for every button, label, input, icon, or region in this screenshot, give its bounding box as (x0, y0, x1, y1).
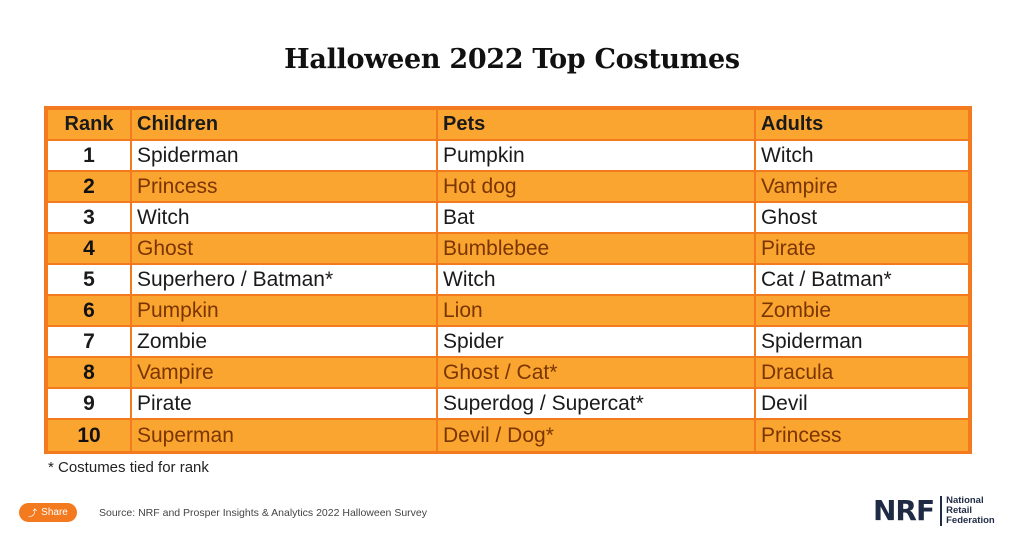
nrf-logo: NRF National Retail Federation (873, 496, 995, 526)
children-cell: Superman (132, 420, 438, 451)
page-title: Halloween 2022 Top Costumes (284, 44, 740, 75)
children-cell: Zombie (132, 327, 438, 358)
table-row: 7 Zombie Spider Spiderman (48, 327, 968, 358)
share-label: Share (41, 507, 68, 518)
pets-cell: Ghost / Cat* (438, 358, 756, 389)
pets-cell: Bumblebee (438, 234, 756, 265)
costume-table: Rank Children Pets Adults 1 Spiderman Pump… (44, 106, 972, 454)
pets-cell: Spider (438, 327, 756, 358)
children-cell: Witch (132, 203, 438, 234)
header-pets: Pets (438, 110, 756, 141)
adults-cell: Ghost (756, 203, 968, 234)
rank-cell: 5 (48, 265, 132, 296)
children-cell: Princess (132, 172, 438, 203)
table-row: 6 Pumpkin Lion Zombie (48, 296, 968, 327)
logo-line-3: Federation (946, 515, 995, 526)
pets-cell: Devil / Dog* (438, 420, 756, 451)
logo-line-1: National (946, 495, 984, 506)
table-row: 3 Witch Bat Ghost (48, 203, 968, 234)
share-icon: ⤴ (28, 508, 38, 518)
pets-cell: Bat (438, 203, 756, 234)
rank-cell: 10 (48, 420, 132, 451)
adults-cell: Cat / Batman* (756, 265, 968, 296)
adults-cell: Dracula (756, 358, 968, 389)
table-row: 1 Spiderman Pumpkin Witch (48, 141, 968, 172)
share-button[interactable]: ⤴ Share (19, 503, 77, 522)
children-cell: Pirate (132, 389, 438, 420)
table-row: 2 Princess Hot dog Vampire (48, 172, 968, 203)
rank-cell: 6 (48, 296, 132, 327)
children-cell: Spiderman (132, 141, 438, 172)
table-row: 10 Superman Devil / Dog* Princess (48, 420, 968, 451)
logo-mark: NRF (873, 494, 935, 527)
table-row: 9 Pirate Superdog / Supercat* Devil (48, 389, 968, 420)
footnote: * Costumes tied for rank (48, 459, 209, 476)
pets-cell: Pumpkin (438, 141, 756, 172)
table-row: 8 Vampire Ghost / Cat* Dracula (48, 358, 968, 389)
header-rank: Rank (48, 110, 132, 141)
rank-cell: 4 (48, 234, 132, 265)
pets-cell: Hot dog (438, 172, 756, 203)
table-row: 5 Superhero / Batman* Witch Cat / Batman* (48, 265, 968, 296)
adults-cell: Witch (756, 141, 968, 172)
pets-cell: Superdog / Supercat* (438, 389, 756, 420)
rank-cell: 3 (48, 203, 132, 234)
children-cell: Superhero / Batman* (132, 265, 438, 296)
rank-cell: 7 (48, 327, 132, 358)
rank-cell: 2 (48, 172, 132, 203)
table-row: 4 Ghost Bumblebee Pirate (48, 234, 968, 265)
table-header-row: Rank Children Pets Adults (48, 110, 968, 141)
pets-cell: Witch (438, 265, 756, 296)
logo-text: National Retail Federation (940, 496, 995, 526)
rank-cell: 1 (48, 141, 132, 172)
adults-cell: Spiderman (756, 327, 968, 358)
adults-cell: Vampire (756, 172, 968, 203)
logo-line-2: Retail (946, 505, 972, 516)
adults-cell: Zombie (756, 296, 968, 327)
children-cell: Pumpkin (132, 296, 438, 327)
children-cell: Vampire (132, 358, 438, 389)
children-cell: Ghost (132, 234, 438, 265)
rank-cell: 9 (48, 389, 132, 420)
source-note: Source: NRF and Prosper Insights & Analy… (99, 507, 427, 519)
adults-cell: Pirate (756, 234, 968, 265)
header-adults: Adults (756, 110, 968, 141)
pets-cell: Lion (438, 296, 756, 327)
header-children: Children (132, 110, 438, 141)
adults-cell: Devil (756, 389, 968, 420)
adults-cell: Princess (756, 420, 968, 451)
rank-cell: 8 (48, 358, 132, 389)
